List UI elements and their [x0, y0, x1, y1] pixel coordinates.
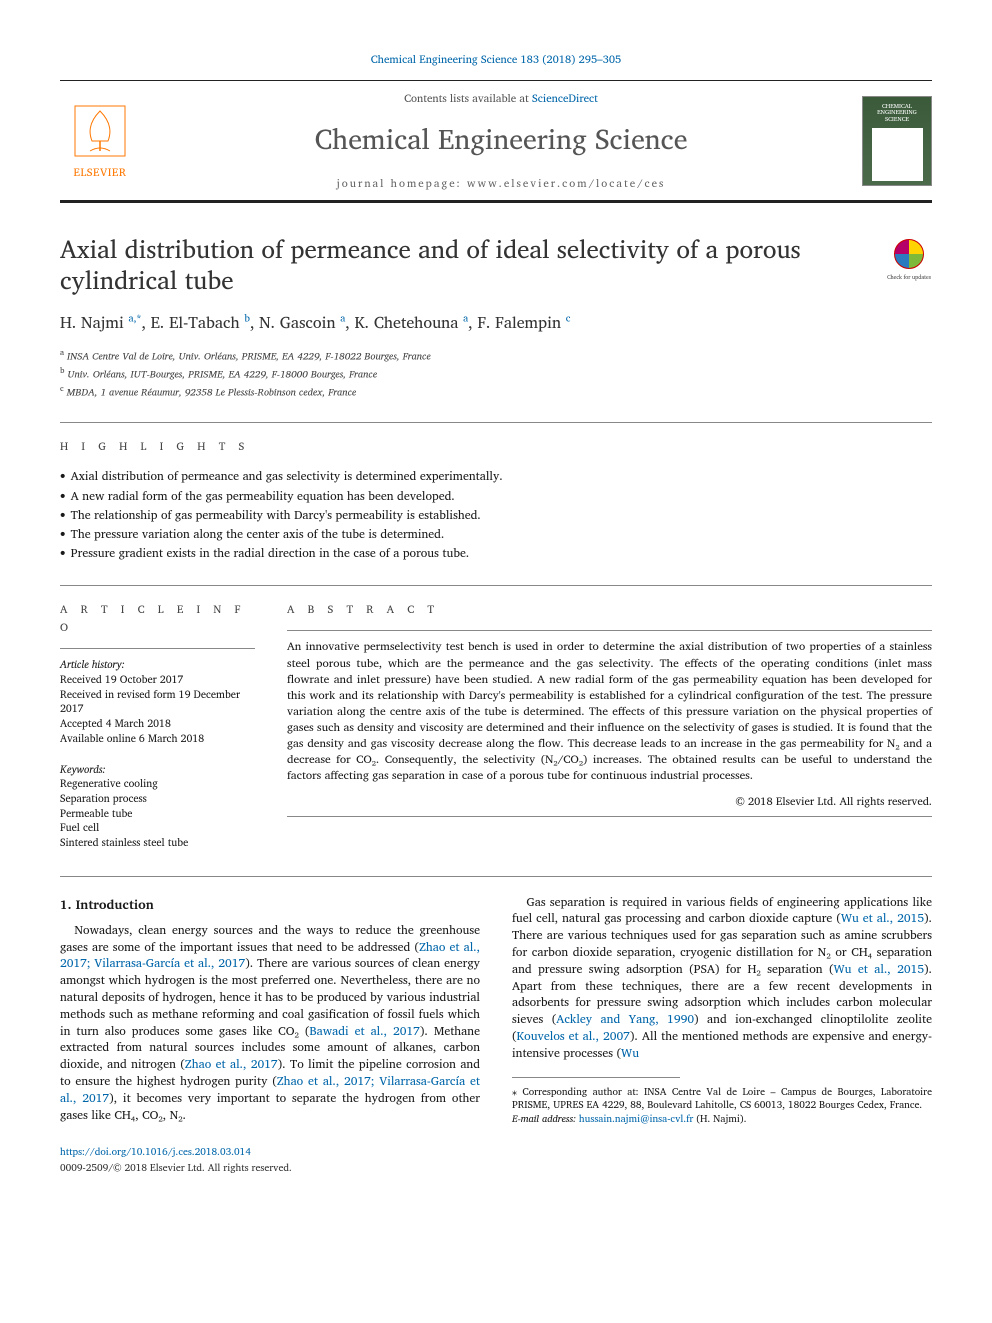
divider — [60, 422, 932, 423]
cover-image — [872, 128, 923, 180]
corresponding-author-footnote: ⁎ Corresponding author at: INSA Centre V… — [512, 1086, 932, 1127]
header-center: Contents lists available at ScienceDirec… — [140, 89, 862, 192]
divider — [287, 630, 932, 631]
highlights-heading: H I G H L I G H T S — [60, 437, 932, 455]
footnote-divider — [512, 1077, 680, 1078]
highlight-item: The relationship of gas permeability wit… — [60, 506, 932, 525]
homepage-url[interactable]: www.elsevier.com/locate/ces — [467, 174, 666, 192]
affiliation-b: b Univ. Orléans, IUT-Bourges, PRISME, EA… — [60, 364, 932, 382]
citation-link[interactable]: Wu — [621, 1044, 639, 1063]
history-item: Received in revised form 19 December 201… — [60, 687, 255, 716]
divider — [287, 816, 932, 817]
article-info-column: A R T I C L E I N F O Article history: R… — [60, 600, 255, 849]
body-paragraph: Nowadays, clean energy sources and the w… — [60, 923, 480, 1125]
abstract-heading: A B S T R A C T — [287, 600, 932, 618]
issn-copyright: 0009-2509/© 2018 Elsevier Ltd. All right… — [60, 1160, 932, 1176]
affiliation-a: a INSA Centre Val de Loire, Univ. Orléan… — [60, 346, 932, 364]
email-line: E-mail address: hussain.najmi@insa-cvl.f… — [512, 1113, 932, 1127]
journal-header: ELSEVIER Contents lists available at Sci… — [60, 80, 932, 203]
article-info-heading: A R T I C L E I N F O — [60, 600, 255, 636]
highlight-item: Axial distribution of permeance and gas … — [60, 467, 932, 486]
article-history: Article history: Received 19 October 201… — [60, 657, 255, 745]
highlight-item: A new radial form of the gas permeabilit… — [60, 487, 932, 506]
divider — [60, 876, 932, 877]
divider — [60, 585, 932, 586]
footer-doi-block: https://doi.org/10.1016/j.ces.2018.03.01… — [60, 1144, 932, 1176]
elsevier-name: ELSEVIER — [74, 163, 127, 181]
highlights-section: H I G H L I G H T S Axial distribution o… — [60, 437, 932, 563]
doi-link[interactable]: https://doi.org/10.1016/j.ces.2018.03.01… — [60, 1144, 251, 1160]
abstract-column: A B S T R A C T An innovative permselect… — [287, 600, 932, 849]
divider — [60, 648, 255, 649]
svg-text:Check for updates: Check for updates — [887, 273, 931, 282]
article-title: Axial distribution of permeance and of i… — [60, 233, 866, 296]
keywords-block: Keywords: Regenerative cooling Separatio… — [60, 762, 255, 850]
homepage-prefix: journal homepage: — [337, 174, 467, 192]
contents-line: Contents lists available at ScienceDirec… — [140, 89, 862, 107]
highlight-item: Pressure gradient exists in the radial d… — [60, 544, 932, 563]
check-updates-icon[interactable]: Check for updates — [886, 237, 932, 283]
elsevier-logo[interactable]: ELSEVIER — [60, 96, 140, 186]
cover-title: CHEMICAL ENGINEERING SCIENCE — [867, 101, 927, 125]
corresponding-text: ⁎ Corresponding author at: INSA Centre V… — [512, 1086, 932, 1113]
journal-cover-thumbnail[interactable]: CHEMICAL ENGINEERING SCIENCE — [862, 96, 932, 186]
journal-homepage: journal homepage: www.elsevier.com/locat… — [140, 174, 862, 192]
history-item: Available online 6 March 2018 — [60, 731, 255, 746]
author-email-link[interactable]: hussain.najmi@insa-cvl.fr — [579, 1111, 693, 1127]
section-heading: 1. Introduction — [60, 895, 480, 913]
highlight-item: The pressure variation along the center … — [60, 525, 932, 544]
body-two-column: 1. Introduction Nowadays, clean energy s… — [60, 895, 932, 1126]
abstract-text: An innovative permselectivity test bench… — [287, 639, 932, 784]
keyword: Sintered stainless steel tube — [60, 835, 255, 850]
affiliations: a INSA Centre Val de Loire, Univ. Orléan… — [60, 346, 932, 401]
sciencedirect-link[interactable]: ScienceDirect — [532, 89, 598, 107]
body-paragraph: Gas separation is required in various fi… — [512, 895, 932, 1063]
affiliation-c: c MBDA, 1 avenue Réaumur, 92358 Le Pless… — [60, 382, 932, 400]
journal-title: Chemical Engineering Science — [140, 117, 862, 162]
abstract-copyright: © 2018 Elsevier Ltd. All rights reserved… — [287, 792, 932, 810]
elsevier-tree-icon — [70, 101, 130, 161]
journal-reference-link[interactable]: Chemical Engineering Science 183 (2018) … — [60, 50, 932, 68]
contents-prefix: Contents lists available at — [404, 89, 532, 107]
highlights-list: Axial distribution of permeance and gas … — [60, 467, 932, 563]
author-list: H. Najmi a,*, E. El-Tabach b, N. Gascoin… — [60, 310, 932, 336]
